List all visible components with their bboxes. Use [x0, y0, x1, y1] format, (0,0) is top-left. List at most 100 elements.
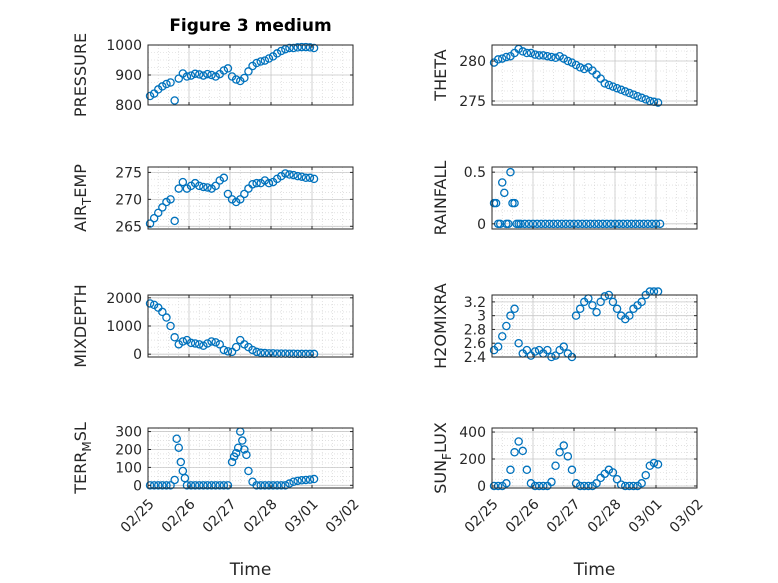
data-point: [530, 347, 540, 356]
data-point: [158, 203, 167, 212]
y-axis-label: PRESSURE: [71, 33, 90, 117]
data-point: [293, 171, 302, 181]
x-tick-label: 02/26: [159, 496, 199, 536]
axes-box: [491, 427, 698, 489]
data-point: [194, 70, 204, 79]
y-tick-label: 0: [133, 478, 142, 494]
data-point: [497, 54, 507, 63]
data-point: [602, 219, 612, 229]
data-point: [162, 313, 171, 322]
data-point: [260, 56, 270, 65]
data-point: [252, 347, 261, 357]
data-point: [493, 342, 503, 351]
x-tick-label: 03/01: [626, 496, 666, 536]
data-point: [495, 219, 505, 229]
data-point: [643, 219, 653, 229]
y-tick-label: 275: [115, 165, 142, 181]
y-tick-label: 270: [115, 192, 142, 208]
data-point: [182, 481, 192, 490]
y-tick-label: 265: [115, 219, 142, 235]
data-point: [649, 458, 659, 468]
data-point: [590, 219, 599, 229]
data-point: [203, 183, 212, 192]
y-tick-label: 3.2: [464, 295, 486, 311]
data-point: [256, 348, 265, 358]
data-point: [547, 52, 556, 62]
x-axis-label: Time: [573, 560, 616, 580]
y-axis-label: THETA: [431, 49, 450, 101]
data-point: [248, 345, 257, 355]
data-point: [555, 448, 564, 457]
data-point: [145, 219, 155, 228]
data-point: [596, 74, 605, 83]
data-point: [547, 477, 556, 487]
data-point: [176, 457, 186, 467]
data-point: [207, 70, 216, 80]
data-point: [543, 345, 552, 355]
data-point: [309, 174, 319, 184]
subplot-1: 800 900 1000 PRESSURE Figure 3 medium: [71, 16, 354, 117]
data-point: [612, 304, 622, 314]
data-point: [223, 347, 233, 356]
x-axis-label: Time: [229, 560, 272, 580]
data-point: [502, 479, 511, 488]
data-point: [584, 481, 593, 491]
data-point: [223, 189, 233, 199]
data-point: [514, 437, 523, 446]
data-point: [625, 88, 634, 98]
data-point: [227, 457, 237, 467]
data-point: [231, 448, 241, 458]
data-point: [555, 51, 564, 61]
data-point: [178, 337, 188, 346]
figure-title: Figure 3 medium: [169, 16, 331, 36]
data-point: [190, 481, 200, 490]
data-point: [600, 292, 610, 301]
data-point: [231, 342, 241, 352]
data-point: [211, 481, 220, 490]
data-point: [577, 219, 587, 229]
x-tick-label: 02/28: [585, 496, 625, 536]
data-point: [199, 182, 208, 192]
subplot-5: 0 1000 2000 MIXDEPTH: [71, 284, 354, 368]
data-point: [260, 481, 270, 490]
data-point: [582, 219, 591, 229]
data-point: [497, 332, 507, 341]
data-point: [297, 42, 306, 52]
data-point: [162, 481, 171, 490]
data-point: [194, 481, 204, 490]
data-point: [586, 219, 595, 229]
data-point: [182, 72, 192, 81]
data-point: [170, 216, 179, 226]
data-point: [172, 434, 181, 443]
data-point: [215, 481, 224, 490]
data-point: [244, 466, 253, 476]
y-tick-label: 1000: [106, 38, 142, 54]
data-point: [522, 465, 532, 475]
data-point: [532, 219, 542, 229]
data-point: [272, 49, 282, 58]
y-tick-label: 0: [477, 217, 486, 233]
data-point: [145, 91, 155, 101]
data-point: [641, 95, 651, 104]
data-point: [240, 73, 249, 83]
data-point: [289, 170, 298, 180]
data-point: [518, 47, 528, 56]
data-point: [575, 63, 585, 72]
data-point: [231, 75, 241, 84]
data-point: [573, 219, 583, 229]
data-point: [608, 468, 618, 477]
data-point: [631, 219, 640, 229]
x-tick-label: 02/28: [241, 496, 281, 536]
data-point: [563, 452, 573, 461]
data-point: [170, 96, 179, 105]
data-point: [567, 465, 577, 475]
y-tick-label: 0: [477, 479, 486, 495]
data-point: [497, 178, 507, 187]
data-point: [153, 208, 163, 218]
data-point: [534, 481, 544, 491]
data-point: [174, 443, 183, 452]
data-point: [297, 476, 306, 485]
data-point: [256, 57, 265, 66]
data-point: [539, 51, 548, 60]
